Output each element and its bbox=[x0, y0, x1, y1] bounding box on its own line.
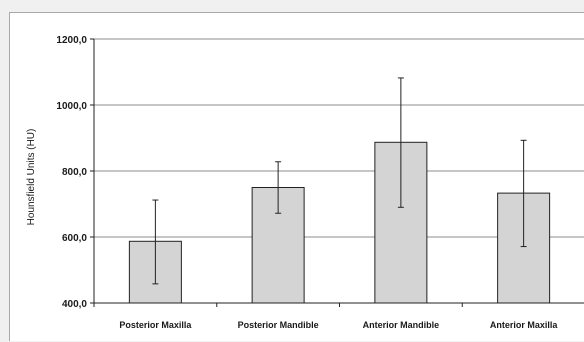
y-tick-label: 600,0 bbox=[62, 233, 87, 244]
y-tick-label: 400,0 bbox=[62, 299, 87, 310]
y-tick-label: 1000,0 bbox=[56, 101, 87, 112]
y-tick-label: 800,0 bbox=[62, 167, 87, 178]
x-tick-label: Posterior Maxilla bbox=[119, 320, 192, 330]
labels: 400,0 600,0 800,0 1000,0 1200,0 Posterior Max… bbox=[56, 35, 558, 330]
y-axis-title: Hounsfield Units (HU) bbox=[26, 129, 37, 226]
chart-area: 400,0 600,0 800,0 1000,0 1200,0 Posterior Max… bbox=[9, 12, 584, 341]
x-tick-label: Posterior Mandible bbox=[238, 320, 319, 330]
bars bbox=[128, 77, 551, 304]
axes bbox=[90, 38, 584, 307]
x-tick-label: Anterior Mandible bbox=[363, 320, 440, 330]
x-tick-label: Anterior Maxilla bbox=[490, 320, 559, 330]
y-tick-label: 1200,0 bbox=[56, 35, 87, 46]
bar-chart: 400,0 600,0 800,0 1000,0 1200,0 Posterior Max… bbox=[26, 35, 584, 330]
